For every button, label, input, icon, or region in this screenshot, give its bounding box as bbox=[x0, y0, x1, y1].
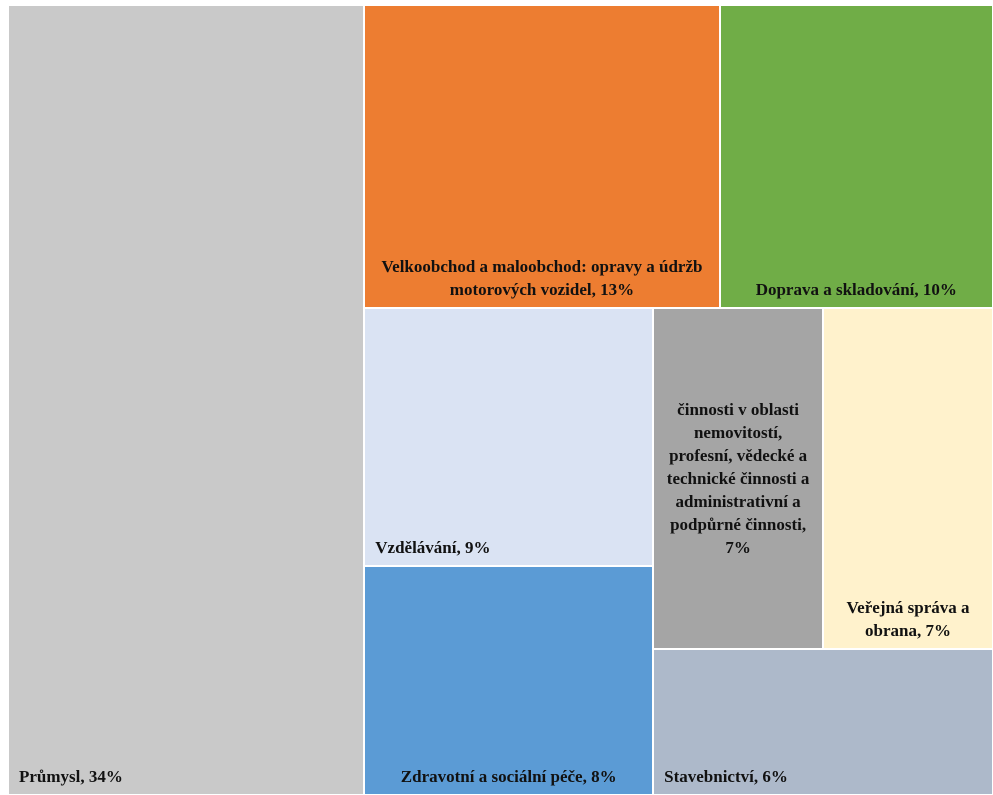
tile-label: Doprava a skladování, 10% bbox=[755, 279, 957, 299]
tile-zdravotni: Zdravotní a sociální péče, 8% bbox=[364, 565, 654, 795]
tile-label: Stavebnictví, 6% bbox=[664, 766, 788, 786]
tile-label: Zdravotní a sociální péče, 8% bbox=[400, 766, 617, 786]
tile-label: Průmysl, 34% bbox=[19, 767, 123, 786]
tile-verejna-sprava: Veřejná správa a obrana, 7% bbox=[823, 307, 993, 649]
tile-label: Velkoobchod a maloobchod: opravy a údržb… bbox=[381, 256, 703, 299]
tile-cinnosti: činnosti v oblasti nemovitostí, profesní… bbox=[653, 307, 824, 649]
tile-label: činnosti v oblasti nemovitostí, profesní… bbox=[666, 399, 810, 557]
tile-vzdelavani: Vzdělávání, 9% bbox=[364, 307, 654, 566]
tile-obchod: Velkoobchod a maloobchod: opravy a údržb… bbox=[364, 5, 720, 308]
tile-stavebnictvi: Stavebnictví, 6% bbox=[653, 648, 993, 795]
tile-doprava: Doprava a skladování, 10% bbox=[719, 5, 993, 308]
tile-prumysl: Průmysl, 34% bbox=[8, 5, 365, 795]
tile-label: Veřejná správa a obrana, 7% bbox=[846, 597, 970, 640]
tile-label: Vzdělávání, 9% bbox=[375, 537, 491, 557]
